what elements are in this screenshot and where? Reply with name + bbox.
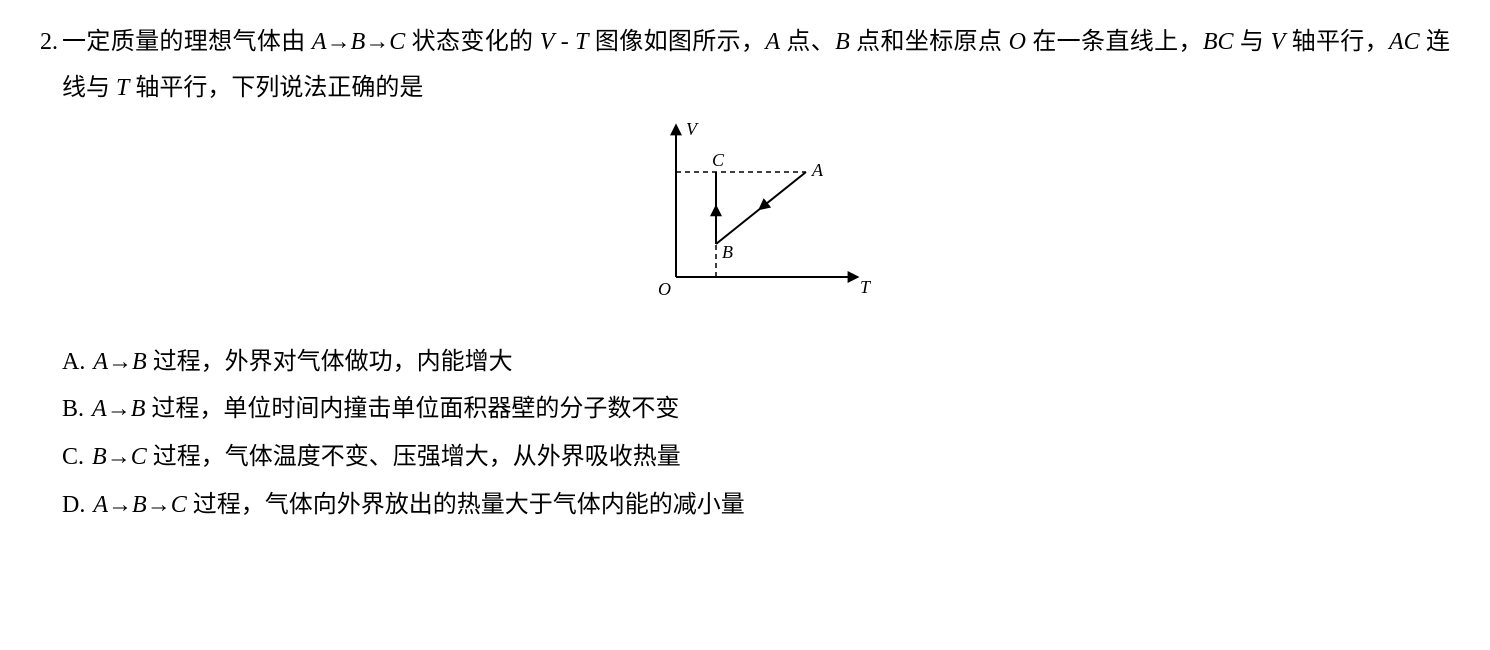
svg-text:V: V [686, 119, 699, 139]
option-label: B. [62, 396, 84, 422]
option-c: C. B→C 过程，气体温度不变、压强增大，从外界吸收热量 [62, 435, 1450, 481]
option-a: A. A→B 过程，外界对气体做功，内能增大 [62, 340, 1450, 386]
option-b: B. A→B 过程，单位时间内撞击单位面积器壁的分子数不变 [62, 387, 1450, 433]
question-number: 2. [40, 20, 58, 66]
question-block: 2. 一定质量的理想气体由 A→B→C 状态变化的 V - T 图像如图所示，A… [40, 20, 1450, 530]
options-list: A. A→B 过程，外界对气体做功，内能增大 B. A→B 过程，单位时间内撞击… [62, 340, 1450, 528]
svg-text:C: C [712, 150, 725, 170]
option-text: A→B 过程，单位时间内撞击单位面积器壁的分子数不变 [92, 396, 679, 422]
option-text: A→B 过程，外界对气体做功，内能增大 [93, 349, 512, 375]
option-d: D. A→B→C 过程，气体向外界放出的热量大于气体内能的减小量 [62, 483, 1450, 529]
vt-diagram-container: V T O A B C [62, 117, 1450, 334]
question-body: 一定质量的理想气体由 A→B→C 状态变化的 V - T 图像如图所示，A 点、… [62, 20, 1450, 530]
vt-diagram: V T O A B C [626, 117, 886, 317]
svg-text:B: B [722, 242, 733, 262]
question-stem: 一定质量的理想气体由 A→B→C 状态变化的 V - T 图像如图所示，A 点、… [62, 20, 1450, 111]
svg-text:T: T [860, 277, 872, 297]
option-label: A. [62, 349, 85, 375]
svg-text:O: O [658, 279, 671, 299]
svg-text:A: A [811, 160, 824, 180]
option-label: C. [62, 444, 84, 470]
option-text: B→C 过程，气体温度不变、压强增大，从外界吸收热量 [92, 444, 681, 470]
option-label: D. [62, 492, 85, 518]
option-text: A→B→C 过程，气体向外界放出的热量大于气体内能的减小量 [93, 492, 744, 518]
